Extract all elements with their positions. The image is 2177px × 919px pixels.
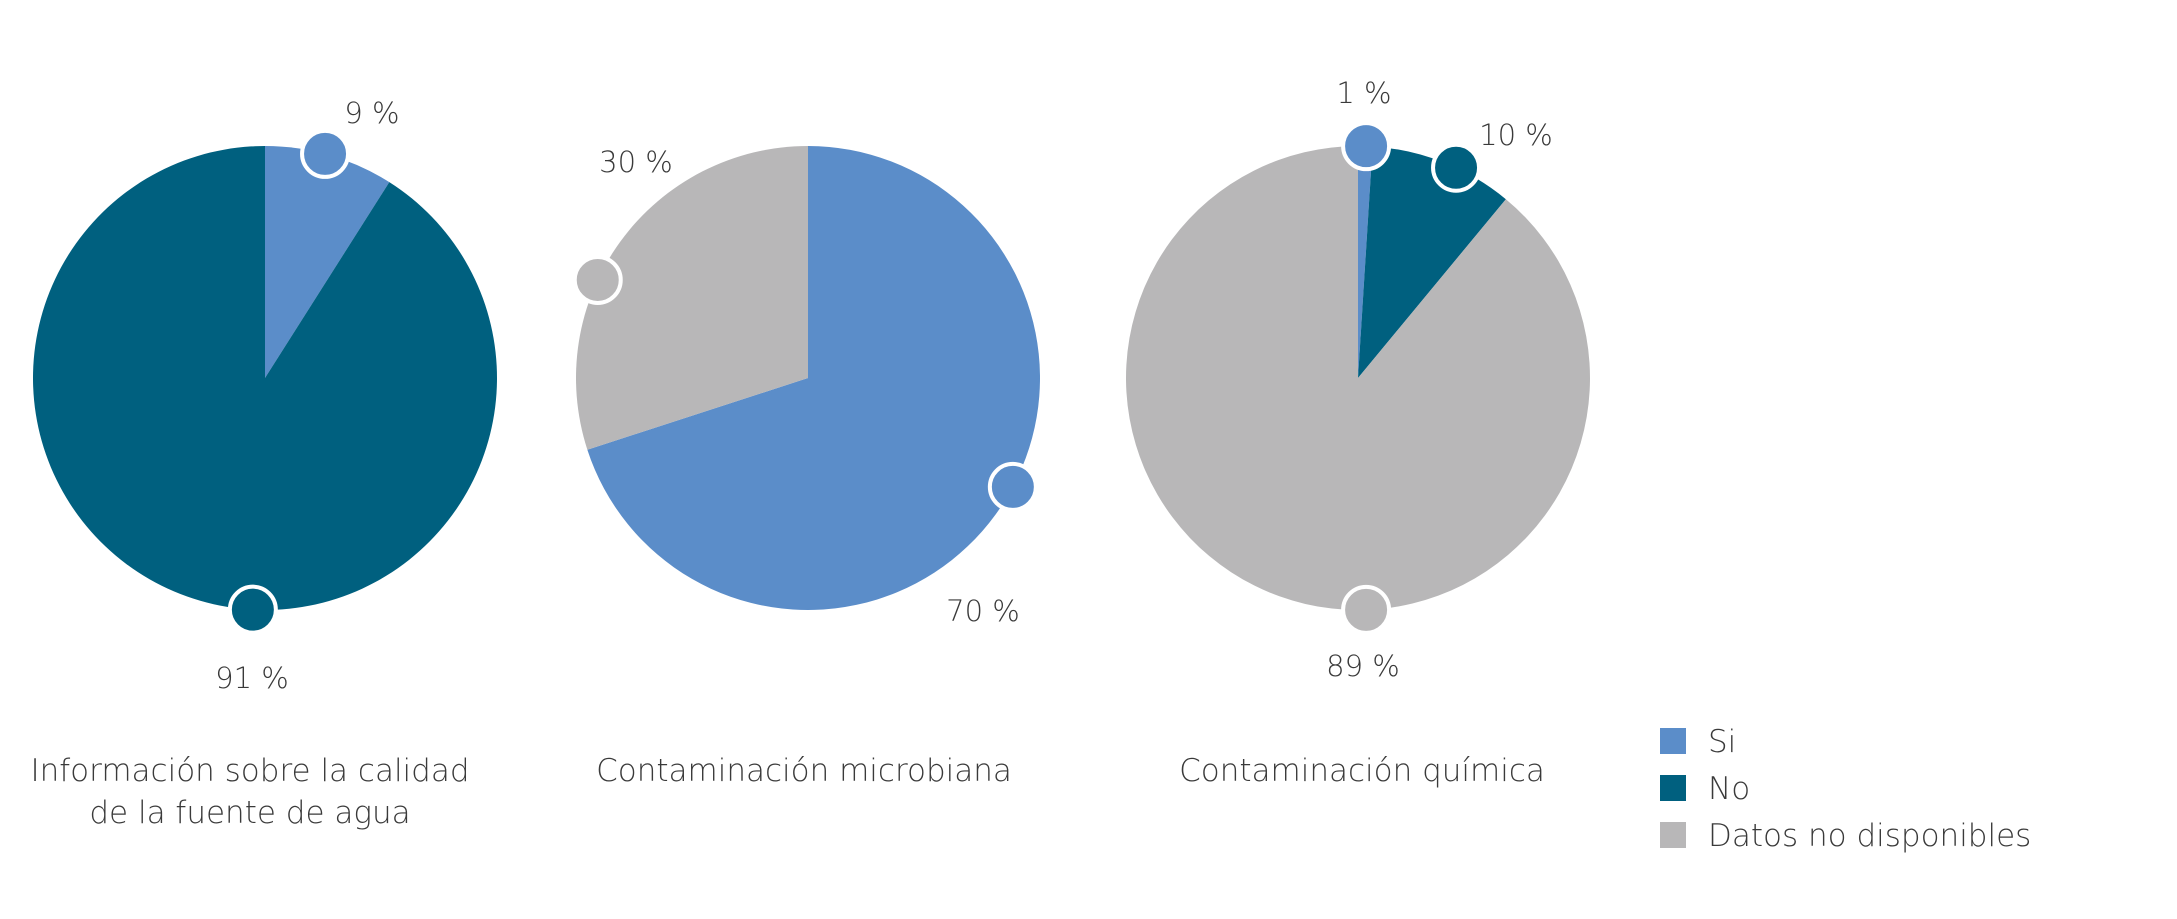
pie-2-slice-si bbox=[587, 146, 1040, 610]
pie-2-marker-nd bbox=[572, 254, 623, 305]
pie-2-label-si: 70 % bbox=[946, 594, 1020, 628]
pie-3-label-si: 1 % bbox=[1336, 76, 1391, 110]
pie-chart-1: 9 % 91 % Información sobre la calidad de la… bbox=[30, 96, 498, 831]
pie-3-caption-line-1: Contaminación química bbox=[1179, 753, 1545, 789]
pie-1-caption-line-1: Información sobre la calidad bbox=[30, 753, 469, 789]
pie-1-caption-line-2: de la fuente de agua bbox=[89, 795, 410, 831]
legend-swatch-no bbox=[1660, 775, 1686, 801]
pie-2-marker-si bbox=[987, 461, 1038, 512]
pie-3-marker-no bbox=[1431, 142, 1482, 193]
pie-1-marker-si bbox=[300, 128, 351, 179]
pie-3-marker-si bbox=[1341, 121, 1392, 172]
pie-3-slice-si bbox=[1358, 146, 1373, 378]
pie-3-label-no: 10 % bbox=[1479, 118, 1553, 152]
pie-3-slice-no bbox=[1358, 146, 1506, 378]
pie-1-label-si: 9 % bbox=[344, 96, 399, 130]
pie-2-caption-line-1: Contaminación microbiana bbox=[596, 753, 1012, 789]
pie-2-slice-nd bbox=[575, 146, 808, 450]
pie-1-label-no: 91 % bbox=[215, 661, 289, 695]
legend-label-nd: Datos no disponibles bbox=[1708, 818, 2031, 854]
legend-swatch-si bbox=[1660, 728, 1686, 754]
pie-1-slice-si bbox=[265, 146, 390, 378]
pie-2-label-nd: 30 % bbox=[599, 145, 673, 179]
legend-swatch-nd bbox=[1660, 822, 1686, 848]
pie-chart-3: 1 % 10 % 89 % Contaminación química bbox=[1125, 76, 1590, 789]
pies-group: 9 % 91 % Información sobre la calidad de la… bbox=[30, 76, 1590, 831]
pie-1-slice-no bbox=[33, 146, 498, 610]
pie-3-label-nd: 89 % bbox=[1326, 649, 1400, 683]
legend: Si No Datos no disponibles bbox=[1660, 724, 2031, 854]
pie-3-slice-nd bbox=[1125, 146, 1590, 610]
pie-1-marker-no bbox=[227, 584, 278, 635]
pie-chart-2: 70 % 30 % Contaminación microbiana bbox=[572, 145, 1040, 789]
legend-label-no: No bbox=[1708, 771, 1750, 807]
legend-label-si: Si bbox=[1708, 724, 1736, 760]
pie-3-marker-nd bbox=[1341, 584, 1392, 635]
